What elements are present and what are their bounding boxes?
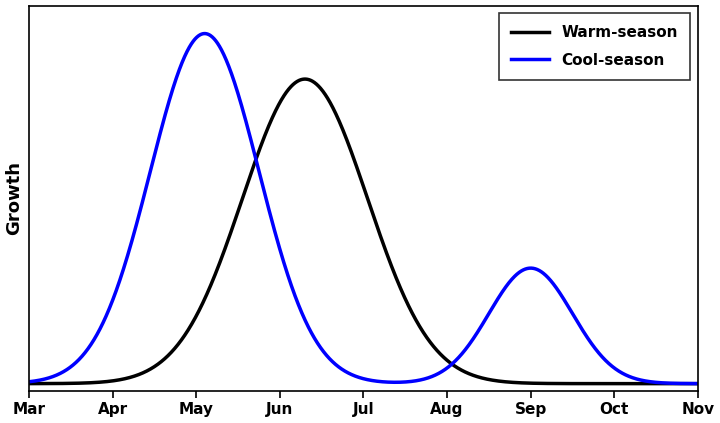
Warm-season (24, 381, 33, 386)
Warm-season (693, 381, 702, 386)
Cool-season (59, 369, 68, 374)
Cool-season (351, 374, 359, 379)
Warm-season (351, 159, 359, 164)
Warm-season (301, 77, 310, 82)
Cool-season (333, 363, 341, 368)
Cool-season (24, 379, 33, 384)
Legend: Warm-season, Cool-season: Warm-season, Cool-season (499, 13, 690, 80)
Cool-season (693, 381, 702, 386)
Cool-season (674, 381, 683, 386)
Warm-season (59, 381, 68, 386)
Line: Cool-season: Cool-season (29, 33, 698, 384)
Cool-season (552, 285, 560, 290)
Cool-season (200, 31, 209, 36)
Y-axis label: Growth: Growth (6, 161, 24, 235)
Warm-season (675, 381, 683, 386)
Cool-season (675, 381, 683, 386)
Warm-season (674, 381, 683, 386)
Warm-season (552, 381, 560, 386)
Warm-season (333, 113, 341, 118)
Line: Warm-season: Warm-season (29, 79, 698, 384)
